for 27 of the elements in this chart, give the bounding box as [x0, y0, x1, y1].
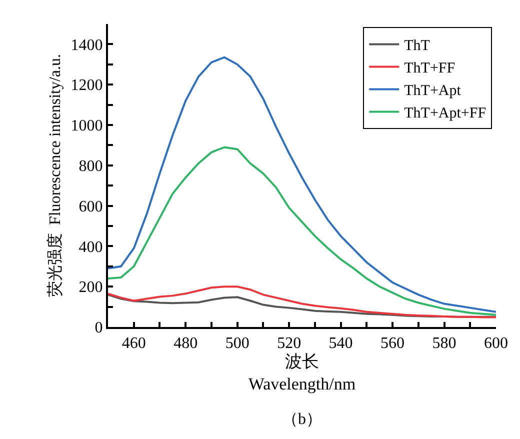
y-tick-label: 800 [78, 158, 103, 175]
x-tick-label: 560 [380, 335, 405, 352]
legend-label: ThT+Apt+FF [404, 106, 486, 122]
x-tick-label: 580 [432, 335, 456, 352]
x-axis-title: 波长 Wavelength/nm [248, 352, 356, 394]
legend-label: ThT+Apt [404, 83, 462, 100]
y-tick-label: 0 [94, 320, 103, 337]
line-series [108, 56, 496, 313]
x-tick-label: 460 [122, 335, 146, 352]
x-tick-label: 500 [225, 335, 250, 352]
x-tick-label: 540 [328, 335, 353, 352]
y-axis-title: 荧光强度 Fluorescence intensity/a.u. [46, 54, 64, 298]
text: （b） [282, 411, 322, 428]
line-series [108, 294, 496, 318]
legend-label: ThT+FF [404, 60, 456, 77]
legend-label: ThT [404, 38, 430, 54]
y-tick-label: 200 [78, 279, 103, 296]
x-tick-label: 480 [174, 335, 198, 352]
line-series [108, 286, 496, 318]
y-tick-label: 1000 [70, 118, 103, 135]
y-tick-label: 1200 [70, 77, 103, 94]
y-tick-label: 400 [78, 238, 103, 256]
x-tick-label: 520 [277, 335, 302, 352]
y-tick-label: 1400 [70, 36, 103, 54]
x-tick-label: 600 [484, 335, 508, 352]
y-tick-label: 600 [78, 198, 103, 216]
line-series [108, 146, 496, 316]
